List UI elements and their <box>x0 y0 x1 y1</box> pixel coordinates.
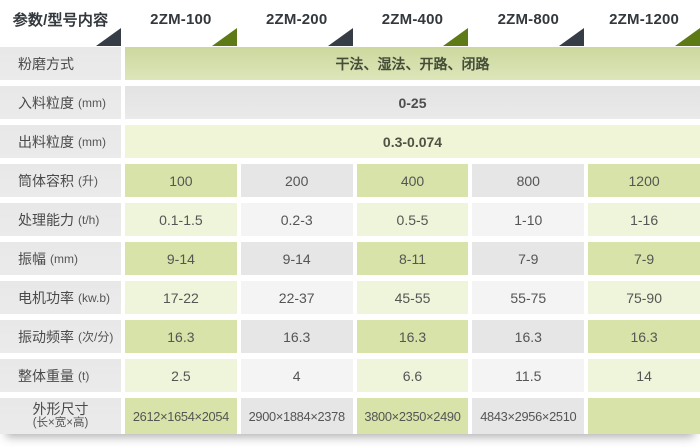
header-model-label: 2ZM-400 <box>381 10 444 28</box>
row-label-unit: (长×宽×高) <box>32 417 89 430</box>
row-label: 振动频率 (次/分) <box>0 320 121 353</box>
header-model-2zm-400: 2ZM-400 <box>357 0 469 47</box>
value-cell <box>588 398 700 434</box>
value-cell: 0.1-1.5 <box>125 203 237 236</box>
row-label-text: 振动频率 <box>18 328 74 345</box>
span-value-cell: 0-25 <box>125 86 700 119</box>
value-cell: 16.3 <box>240 320 353 353</box>
row-label-text: 筒体容积 <box>18 172 74 189</box>
row-label-text: 出料粒度 <box>18 133 74 150</box>
value-cell: 0.5-5 <box>356 203 469 236</box>
value-cell: 400 <box>356 164 469 197</box>
value-cell: 200 <box>240 164 353 197</box>
row-label: 整体重量 (t) <box>0 359 121 392</box>
header-param-cell: 参数/型号内容 <box>0 0 121 47</box>
row-label-unit: (t) <box>78 368 90 383</box>
value-cell: 2.5 <box>125 359 237 392</box>
spec-table: 参数/型号内容 2ZM-100 2ZM-200 2ZM-400 2ZM-800 … <box>0 0 700 434</box>
header-model-2zm-800: 2ZM-800 <box>472 0 585 47</box>
row-label-text: 外形尺寸 <box>32 401 89 418</box>
row-label-unit: (mm) <box>78 134 106 149</box>
header-model-label: 2ZM-100 <box>150 10 212 28</box>
header-model-label: 2ZM-200 <box>265 10 328 28</box>
table-header-row: 参数/型号内容 2ZM-100 2ZM-200 2ZM-400 2ZM-800 … <box>0 0 700 47</box>
value-cell: 8-11 <box>356 242 469 275</box>
row-label-text: 电机功率 <box>18 289 74 306</box>
corner-triangle-icon <box>443 28 469 46</box>
value-cell: 2612×1654×2054 <box>125 398 237 434</box>
corner-triangle-icon <box>96 28 121 46</box>
row-label: 电机功率 (kw.b) <box>0 281 121 314</box>
value-cell: 0.2-3 <box>240 203 353 236</box>
span-value-cell: 0.3-0.074 <box>125 125 700 158</box>
row-label-text: 振幅 <box>18 250 46 267</box>
row-label: 外形尺寸 (长×宽×高) <box>0 398 121 434</box>
value-cell: 9-14 <box>125 242 237 275</box>
value-cell: 16.3 <box>588 320 700 353</box>
value-cell: 2900×1884×2378 <box>240 398 353 434</box>
corner-triangle-icon <box>211 28 237 46</box>
value-cell: 45-55 <box>356 281 469 314</box>
table-body: 粉磨方式 干法、湿法、开路、闭路 入料粒度 (mm) 0-25 出料粒度 (mm… <box>0 47 700 434</box>
header-model-2zm-1200: 2ZM-1200 <box>588 0 700 47</box>
value-cell: 1-16 <box>588 203 700 236</box>
header-param-label: 参数/型号内容 <box>12 11 109 29</box>
corner-triangle-icon <box>327 28 353 46</box>
header-model-2zm-100: 2ZM-100 <box>125 0 237 47</box>
row-label: 入料粒度 (mm) <box>0 86 121 119</box>
row-label-unit: (升) <box>78 174 98 188</box>
header-model-label: 2ZM-1200 <box>609 10 680 28</box>
value-cell: 1-10 <box>472 203 585 236</box>
corner-triangle-icon <box>559 28 585 46</box>
value-cell: 4 <box>240 359 353 392</box>
row-label: 振幅 (mm) <box>0 242 121 275</box>
header-model-label: 2ZM-800 <box>497 10 559 28</box>
header-model-2zm-200: 2ZM-200 <box>241 0 353 47</box>
value-cell: 75-90 <box>588 281 700 314</box>
row-label-text: 处理能力 <box>18 211 74 228</box>
row-label: 筒体容积 (升) <box>0 164 121 197</box>
value-cell: 6.6 <box>356 359 469 392</box>
row-label: 出料粒度 (mm) <box>0 125 121 158</box>
row-label-unit: (mm) <box>50 251 78 266</box>
row-label-unit: (mm) <box>78 95 106 110</box>
row-label-text: 粉磨方式 <box>18 55 74 72</box>
value-cell: 22-37 <box>240 281 353 314</box>
value-cell: 7-9 <box>588 242 700 275</box>
row-label-unit: (kw.b) <box>78 290 111 305</box>
row-label: 处理能力 (t/h) <box>0 203 121 236</box>
value-cell: 16.3 <box>356 320 469 353</box>
value-cell: 14 <box>588 359 700 392</box>
value-cell: 9-14 <box>240 242 353 275</box>
value-cell: 4843×2956×2510 <box>472 398 585 434</box>
row-label-text: 整体重量 <box>18 367 74 384</box>
value-cell: 11.5 <box>472 359 585 392</box>
span-value-cell: 干法、湿法、开路、闭路 <box>125 47 700 80</box>
row-label-unit: (次/分) <box>78 330 114 344</box>
value-cell: 17-22 <box>125 281 237 314</box>
value-cell: 16.3 <box>472 320 585 353</box>
value-cell: 55-75 <box>472 281 585 314</box>
value-cell: 16.3 <box>125 320 237 353</box>
row-label-text: 入料粒度 <box>18 94 74 111</box>
value-cell: 7-9 <box>472 242 585 275</box>
value-cell: 800 <box>472 164 585 197</box>
value-cell: 100 <box>125 164 237 197</box>
row-label-unit: (t/h) <box>78 212 100 227</box>
row-label: 粉磨方式 <box>0 47 121 80</box>
value-cell: 1200 <box>588 164 700 197</box>
value-cell: 3800×2350×2490 <box>356 398 469 434</box>
corner-triangle-icon <box>675 28 700 46</box>
